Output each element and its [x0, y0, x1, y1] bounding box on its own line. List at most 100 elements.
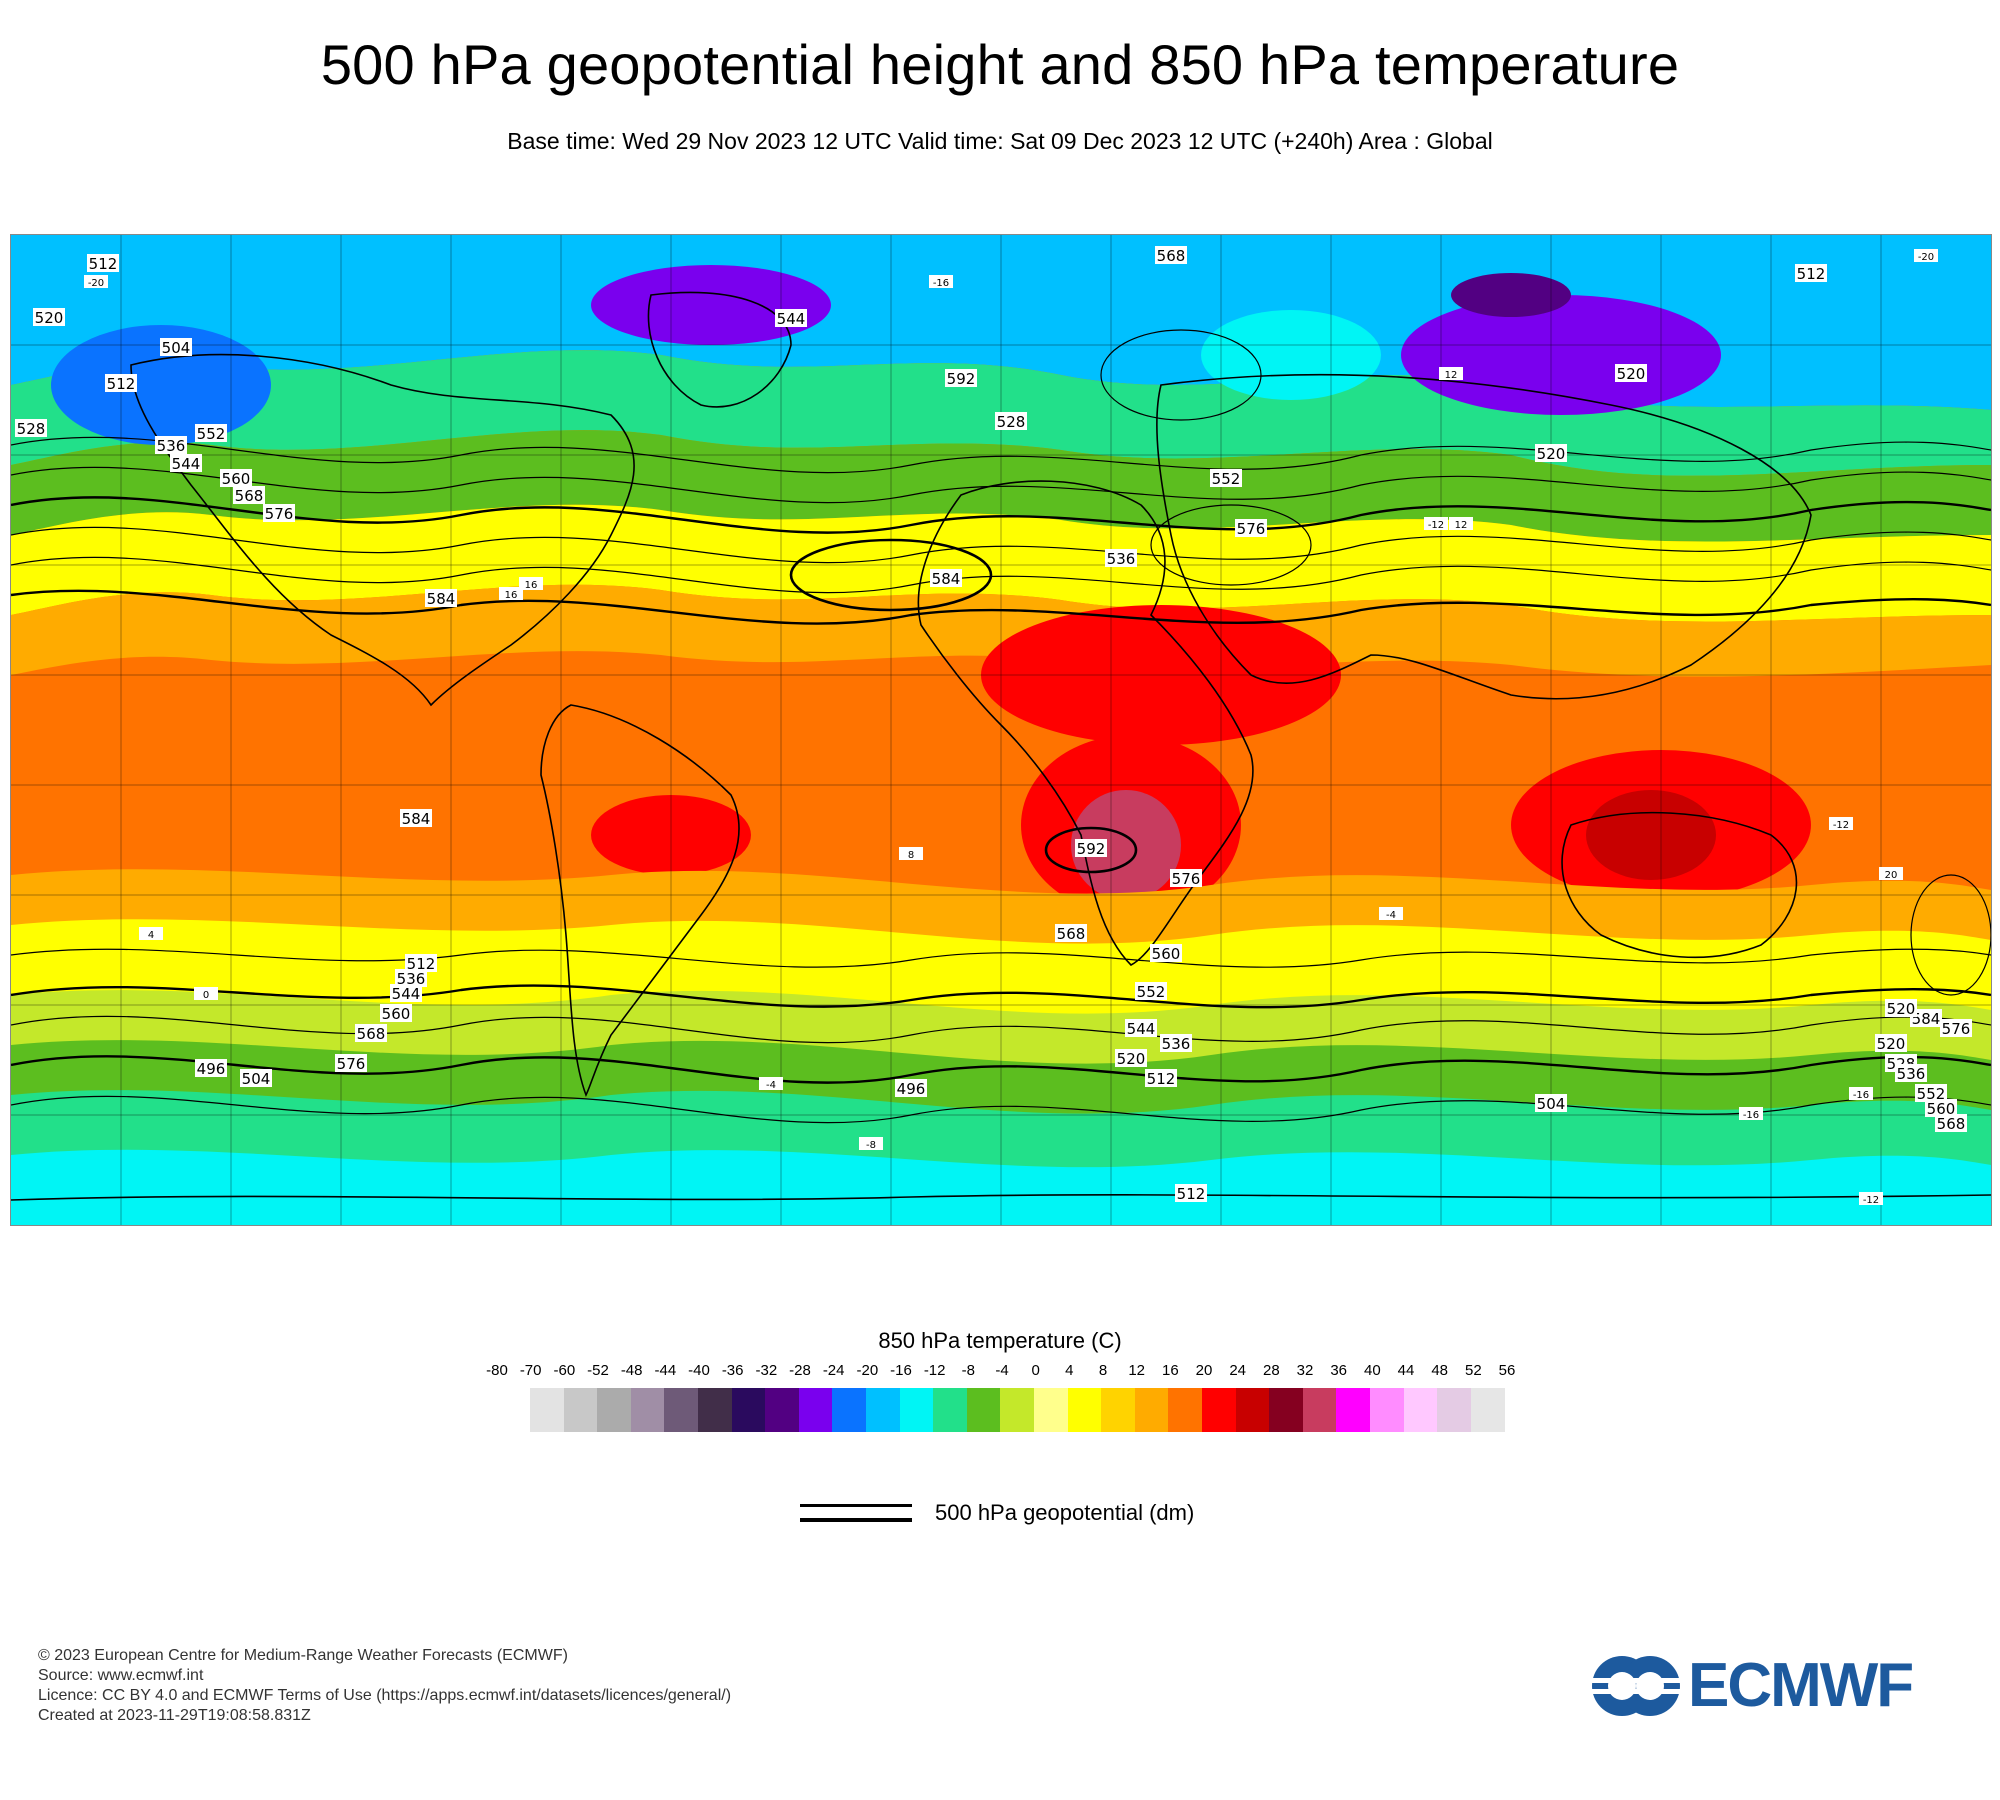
- svg-text:-16: -16: [933, 278, 949, 289]
- contour-label: 520: [1875, 1034, 1907, 1053]
- contour-label: 560: [220, 469, 252, 488]
- hot-patch-sahara: [981, 605, 1341, 745]
- svg-text:584: 584: [427, 590, 456, 608]
- colorbar-tick-label: 16: [1161, 1362, 1179, 1379]
- contour-label: 512: [87, 254, 119, 273]
- contour-label: 568: [1935, 1114, 1967, 1133]
- svg-text:504: 504: [242, 1070, 271, 1088]
- contour-label: 560: [1925, 1099, 1957, 1118]
- colorbar-tick-label: -4: [995, 1362, 1009, 1379]
- contour-label: 576: [1940, 1019, 1972, 1038]
- temperature-label: -16: [1849, 1087, 1873, 1101]
- svg-text:528: 528: [997, 413, 1026, 431]
- svg-text:528: 528: [17, 420, 46, 438]
- cold-patch-siberia: [1401, 295, 1721, 415]
- svg-text:560: 560: [1152, 945, 1181, 963]
- svg-text:584: 584: [1912, 1010, 1941, 1028]
- colorbar-tick-label: 32: [1296, 1362, 1314, 1379]
- chart-title: 500 hPa geopotential height and 850 hPa …: [320, 33, 1680, 96]
- contour-label: 560: [380, 1004, 412, 1023]
- contour-label: 568: [233, 486, 265, 505]
- svg-text:576: 576: [265, 505, 294, 523]
- map-svg: 5125205045125285365445525605685765845845…: [11, 235, 1991, 1225]
- colorbar-swatch: [731, 1388, 766, 1432]
- svg-text:4: 4: [148, 930, 154, 941]
- legend-title: 850 hPa temperature (C): [878, 1328, 1122, 1353]
- svg-text:536: 536: [1162, 1035, 1191, 1053]
- svg-text:568: 568: [1057, 925, 1086, 943]
- colorbar-tick-label: 52: [1464, 1362, 1482, 1379]
- contour-label: 584: [1910, 1009, 1942, 1028]
- svg-text:584: 584: [932, 570, 961, 588]
- svg-text:552: 552: [197, 425, 226, 443]
- colorbar-tick-label: -28: [789, 1362, 811, 1379]
- temperature-colorbar: -80 -70 -60 -52 -48 -44 -40 -36 -32 -28 -24 -20 -16-…: [0, 1362, 2000, 1442]
- footer-credits: © 2023 European Centre for Medium-Range …: [38, 1646, 731, 1726]
- temperature-label: -16: [1739, 1107, 1763, 1121]
- contour-label: 512: [1145, 1069, 1177, 1088]
- footer-source: Source: www.ecmwf.int: [38, 1667, 204, 1684]
- contour-label: 584: [400, 809, 432, 828]
- svg-text:576: 576: [1237, 520, 1266, 538]
- graticule: [11, 235, 1991, 1225]
- contour-label: 512: [105, 374, 137, 393]
- svg-text:552: 552: [1212, 470, 1241, 488]
- contour-label: 544: [390, 984, 422, 1003]
- svg-text:0: 0: [203, 990, 209, 1001]
- colorbar-swatch: [966, 1388, 1001, 1432]
- svg-text:-16: -16: [1853, 1090, 1869, 1101]
- contour-label-layer: 5125205045125285365445525605685765845845…: [15, 246, 1972, 1203]
- svg-text:568: 568: [357, 1025, 386, 1043]
- colorbar-tick-label: 12: [1128, 1362, 1145, 1379]
- contour-label: 536: [1105, 549, 1137, 568]
- temperature-label: 20: [1879, 867, 1903, 881]
- svg-text:-12: -12: [1863, 1195, 1879, 1206]
- chart-subtitle: Base time: Wed 29 Nov 2023 12 UTC Valid …: [507, 128, 1493, 154]
- contour-label: 568: [1155, 246, 1187, 265]
- svg-text:584: 584: [402, 810, 431, 828]
- svg-text:560: 560: [222, 470, 251, 488]
- svg-text:16: 16: [525, 580, 538, 591]
- colorbar-tick-label: 48: [1431, 1362, 1448, 1379]
- temperature-label: -4: [1379, 907, 1403, 921]
- temperature-label-layer: -20 -16 -20 -12 -16 -4 0 4 8 12 16 20 16 -12 -8 -4 12 -16…: [84, 249, 1938, 1206]
- colorbar-tick-label: -8: [961, 1362, 975, 1379]
- svg-text:12: 12: [1445, 370, 1458, 381]
- colorbar-swatch: [1370, 1388, 1405, 1432]
- svg-text:592: 592: [947, 370, 976, 388]
- contour-label: 536: [155, 436, 187, 455]
- contour-label: 520: [1115, 1049, 1147, 1068]
- temperature-label: -12: [1829, 817, 1853, 831]
- colorbar-tick-label: 28: [1262, 1362, 1280, 1379]
- contour-label: 552: [1210, 469, 1242, 488]
- north-yellow-band: [11, 504, 1991, 622]
- colorbar-tick-label: -48: [620, 1362, 643, 1379]
- svg-text:560: 560: [382, 1005, 411, 1023]
- temperature-label: -16: [929, 275, 953, 289]
- colorbar-swatch: [1034, 1388, 1069, 1432]
- colorbar-swatch: [1470, 1388, 1505, 1432]
- contour-label: 496: [195, 1059, 227, 1078]
- svg-text:520: 520: [1117, 1050, 1146, 1068]
- coast-south-america: [540, 704, 740, 1098]
- colorbar-tick-label: -52: [587, 1362, 609, 1379]
- colorbar-swatch: [765, 1388, 800, 1432]
- temperature-label: -12: [1424, 517, 1448, 531]
- contour-label: 528: [995, 412, 1027, 431]
- cool-patch-russia: [1201, 310, 1381, 400]
- temperature-label: -20: [84, 275, 108, 289]
- colorbar-tick-label: 44: [1397, 1362, 1415, 1379]
- colorbar-swatch: [530, 1388, 565, 1432]
- colorbar-swatch: [1235, 1388, 1270, 1432]
- south-cold-band: [11, 1149, 1991, 1225]
- colorbar-swatch: [1403, 1388, 1438, 1432]
- global-weather-map: 512 520 504 512 528 536 544 552 560 568 576 584 584 5…: [10, 234, 1992, 1226]
- north-orange-band: [11, 584, 1991, 677]
- contour-label: 520: [1615, 364, 1647, 383]
- colorbar-tick-label: 24: [1229, 1362, 1246, 1379]
- colorbar-tick-label: -24: [822, 1362, 845, 1379]
- temperature-label: 12: [1439, 367, 1463, 381]
- hot-patch-south-america: [591, 795, 751, 875]
- colorbar-swatch: [664, 1388, 699, 1432]
- svg-text:568: 568: [1937, 1115, 1966, 1133]
